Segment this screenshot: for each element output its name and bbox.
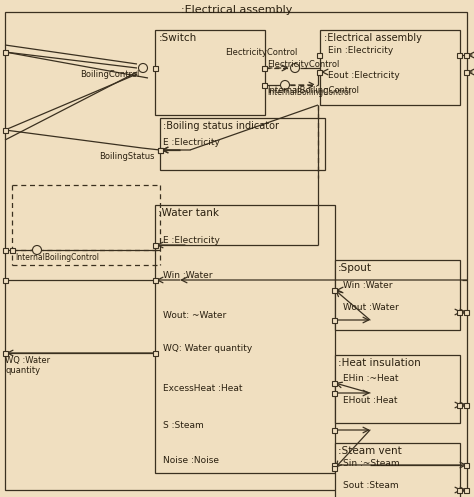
Circle shape bbox=[33, 246, 42, 254]
Bar bbox=[2, 350, 8, 355]
Text: S :Steam: S :Steam bbox=[163, 421, 204, 430]
Bar bbox=[153, 66, 157, 71]
Bar bbox=[465, 310, 470, 315]
Text: EHin :~Heat: EHin :~Heat bbox=[343, 374, 399, 383]
Text: EHout :Heat: EHout :Heat bbox=[343, 396, 398, 405]
Bar bbox=[153, 243, 157, 248]
Bar bbox=[332, 318, 337, 323]
Text: :Spout: :Spout bbox=[338, 263, 372, 273]
Bar bbox=[335, 443, 460, 497]
Text: :Steam vent: :Steam vent bbox=[338, 446, 402, 456]
Bar bbox=[2, 128, 8, 133]
Bar bbox=[155, 205, 335, 473]
Text: Eout :Electricity: Eout :Electricity bbox=[328, 71, 400, 80]
Bar bbox=[263, 83, 267, 87]
Text: ElectricityControl: ElectricityControl bbox=[267, 60, 339, 69]
Bar bbox=[332, 381, 337, 386]
Text: Win :Water: Win :Water bbox=[163, 271, 212, 280]
Text: :Water tank: :Water tank bbox=[158, 208, 219, 218]
Bar bbox=[457, 53, 463, 58]
Bar bbox=[335, 260, 460, 330]
Circle shape bbox=[138, 64, 147, 73]
Text: InternalBoilingControl: InternalBoilingControl bbox=[267, 88, 351, 97]
Bar bbox=[465, 488, 470, 493]
Bar bbox=[320, 30, 460, 105]
Bar bbox=[318, 53, 322, 58]
Bar bbox=[335, 355, 460, 423]
Text: :Electrical assembly: :Electrical assembly bbox=[182, 5, 292, 15]
Text: WQ :Water
quantity: WQ :Water quantity bbox=[5, 356, 50, 375]
Circle shape bbox=[291, 64, 300, 73]
Text: :Heat insulation: :Heat insulation bbox=[338, 358, 421, 368]
Bar bbox=[457, 403, 463, 408]
Text: :Switch: :Switch bbox=[159, 33, 197, 43]
Bar bbox=[465, 70, 470, 75]
Bar bbox=[2, 277, 8, 282]
Text: Win :Water: Win :Water bbox=[343, 281, 392, 290]
Text: WQ: Water quantity: WQ: Water quantity bbox=[163, 344, 252, 353]
Bar bbox=[155, 30, 265, 115]
Text: Ein :Electricity: Ein :Electricity bbox=[328, 46, 393, 55]
Text: BoilingStatus: BoilingStatus bbox=[100, 152, 155, 161]
Text: E :Electricity: E :Electricity bbox=[163, 236, 220, 245]
Bar bbox=[465, 53, 470, 58]
Bar bbox=[157, 148, 163, 153]
Text: Sin :~Steam: Sin :~Steam bbox=[343, 459, 400, 468]
Text: :Boiling status indicator: :Boiling status indicator bbox=[163, 121, 279, 131]
Text: E :Electricity: E :Electricity bbox=[163, 138, 220, 147]
Text: BoilingControl: BoilingControl bbox=[80, 70, 139, 79]
Bar bbox=[457, 310, 463, 315]
Bar bbox=[332, 427, 337, 432]
Text: Wout :Water: Wout :Water bbox=[343, 303, 399, 312]
Bar bbox=[160, 118, 325, 170]
Bar bbox=[153, 277, 157, 282]
Bar bbox=[263, 66, 267, 71]
Bar bbox=[332, 391, 337, 396]
Text: Sout :Steam: Sout :Steam bbox=[343, 481, 399, 490]
Bar bbox=[332, 466, 337, 471]
Bar bbox=[2, 248, 8, 252]
Bar bbox=[9, 248, 15, 252]
Text: Noise :Noise: Noise :Noise bbox=[163, 456, 219, 465]
Text: ElectricityControl: ElectricityControl bbox=[225, 48, 297, 57]
Bar bbox=[332, 463, 337, 468]
Text: ExcessHeat :Heat: ExcessHeat :Heat bbox=[163, 384, 243, 393]
Text: Wout: ~Water: Wout: ~Water bbox=[163, 311, 226, 320]
Text: InternalBoilingControl: InternalBoilingControl bbox=[15, 253, 99, 262]
Bar bbox=[157, 148, 163, 153]
Bar bbox=[465, 403, 470, 408]
Bar bbox=[318, 70, 322, 75]
Text: :Electrical assembly: :Electrical assembly bbox=[324, 33, 422, 43]
Circle shape bbox=[281, 81, 290, 89]
Bar bbox=[2, 50, 8, 55]
Bar bbox=[457, 488, 463, 493]
Bar bbox=[332, 287, 337, 293]
Bar bbox=[153, 350, 157, 355]
Bar bbox=[465, 463, 470, 468]
Text: InternalBoilingControl: InternalBoilingControl bbox=[267, 86, 359, 95]
